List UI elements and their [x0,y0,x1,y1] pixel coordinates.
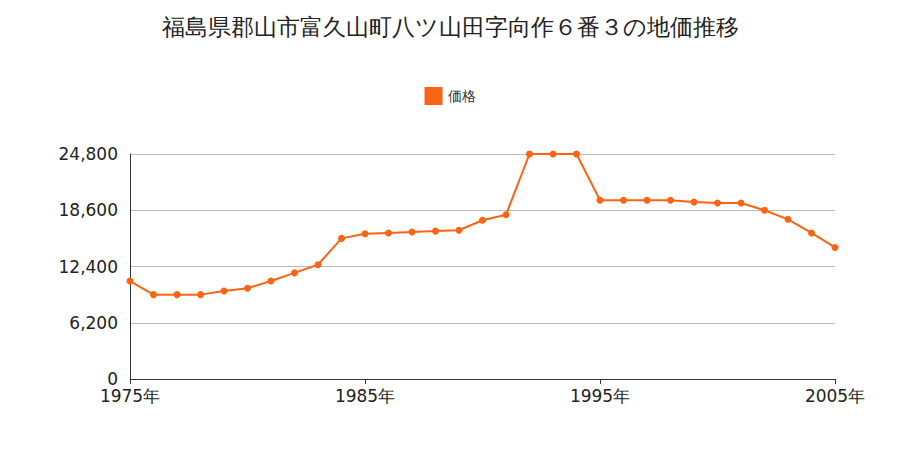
svg-text:1995年: 1995年 [570,386,630,406]
svg-text:2005年: 2005年 [805,386,865,406]
svg-text:価格: 価格 [448,88,476,104]
svg-text:24,800: 24,800 [59,144,118,164]
svg-text:0: 0 [107,369,118,389]
svg-text:18,600: 18,600 [59,200,118,220]
svg-text:1985年: 1985年 [335,386,395,406]
svg-text:12,400: 12,400 [59,257,118,277]
svg-text:6,200: 6,200 [69,313,118,333]
svg-text:福島県郡山市富久山町八ツ山田字向作６番３の地価推移: 福島県郡山市富久山町八ツ山田字向作６番３の地価推移 [162,14,739,40]
svg-text:1975年: 1975年 [100,386,160,406]
